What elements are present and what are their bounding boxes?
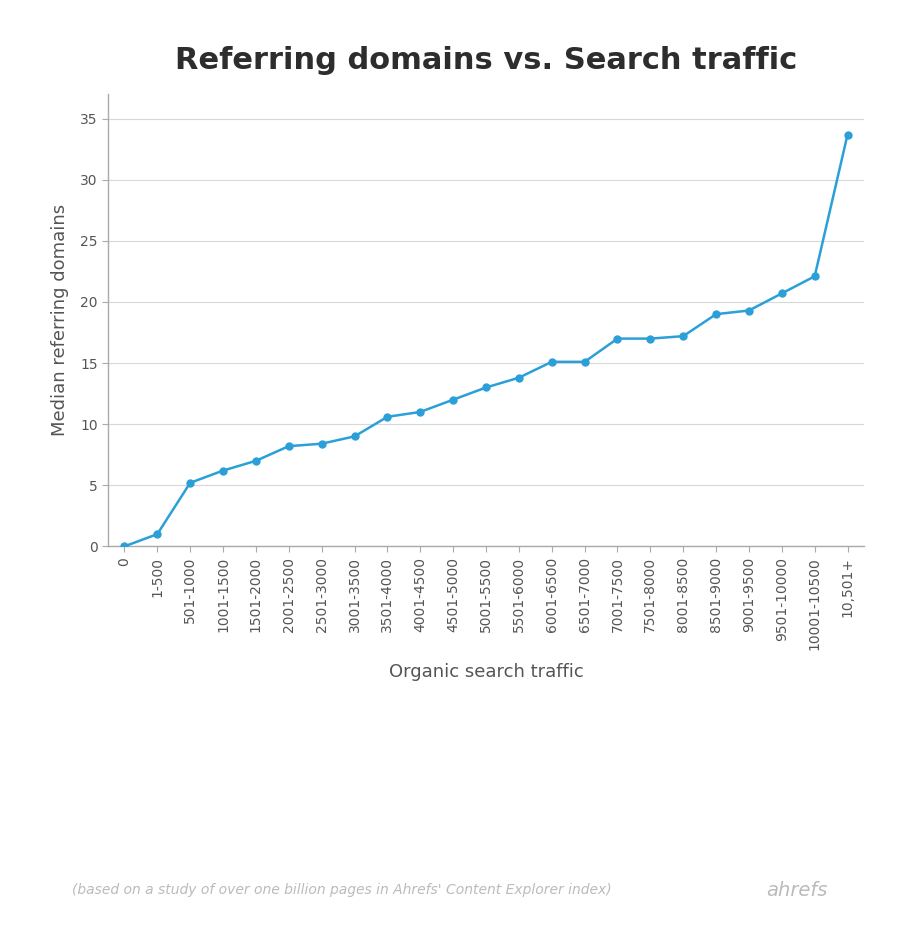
- Title: Referring domains vs. Search traffic: Referring domains vs. Search traffic: [175, 46, 797, 75]
- Text: (based on a study of over one billion pages in Ahrefs' Content Explorer index): (based on a study of over one billion pa…: [72, 884, 612, 897]
- Text: ahrefs: ahrefs: [767, 881, 828, 900]
- Y-axis label: Median referring domains: Median referring domains: [50, 204, 68, 436]
- X-axis label: Organic search traffic: Organic search traffic: [389, 663, 583, 681]
